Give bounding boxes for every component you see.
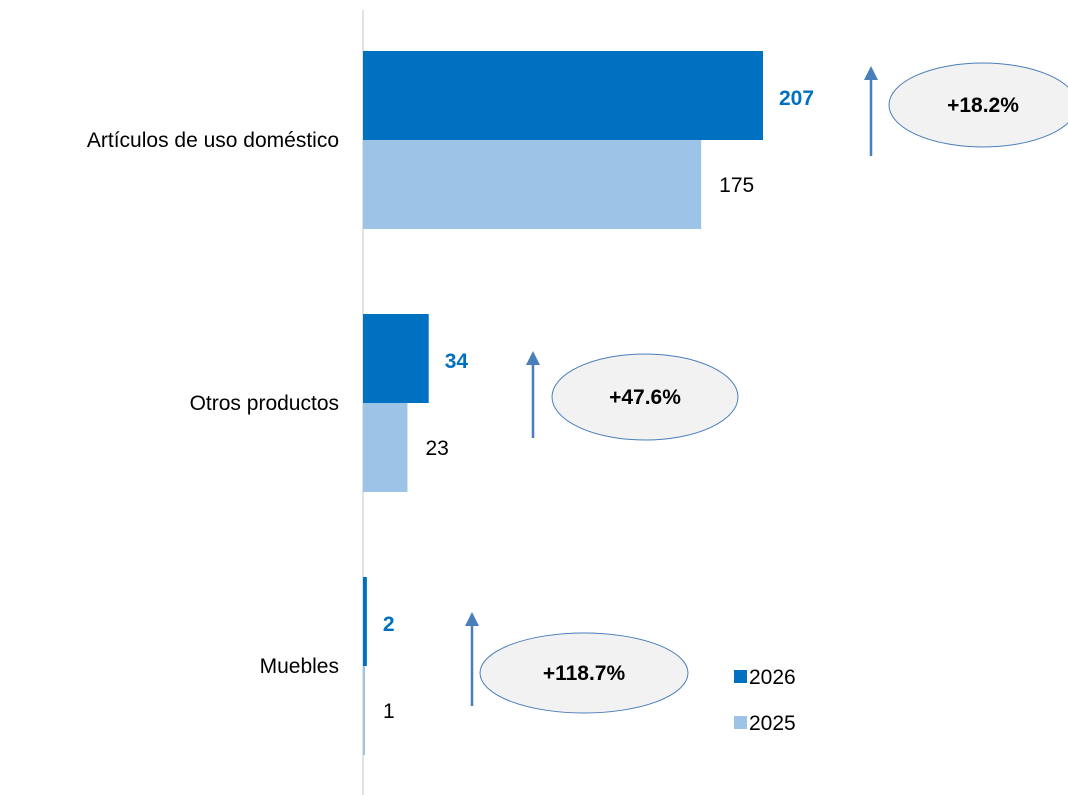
legend-label-2026: 2026 (749, 666, 796, 689)
legend-label-2025: 2025 (749, 712, 796, 735)
growth-arrow-head (465, 612, 479, 626)
data-label-2025: 23 (425, 437, 448, 460)
change-label: +118.7% (543, 662, 626, 685)
data-label-2026: 34 (445, 350, 469, 373)
bar-2026 (363, 51, 763, 140)
change-annotations: +18.2% +47.6% +118.7% (465, 62, 1068, 714)
data-label-2026: 2 (383, 613, 395, 636)
data-label-2025: 1 (383, 700, 395, 723)
growth-arrow-head (526, 351, 540, 365)
bar-2026 (363, 577, 367, 666)
category-label: Otros productos (190, 392, 339, 415)
change-badge (888, 62, 1068, 148)
growth-arrow-head (864, 66, 878, 80)
bar-2025 (363, 403, 408, 492)
value-labels: 207 175 34 23 2 1 (383, 87, 814, 723)
change-badge (479, 632, 689, 714)
change-badge (551, 353, 739, 441)
legend-swatch-2025 (734, 716, 747, 729)
legend-swatch-2026 (734, 670, 747, 683)
bar-2025 (363, 666, 365, 755)
bar-2025 (363, 140, 702, 229)
change-label: +18.2% (947, 94, 1019, 117)
legend: 2026 2025 (734, 666, 796, 735)
data-label-2025: 175 (719, 174, 754, 197)
bars (363, 51, 763, 755)
bar-2026 (363, 314, 429, 403)
category-labels: Artículos de uso doméstico Otros producto… (87, 129, 339, 678)
data-label-2026: 207 (779, 87, 814, 110)
category-label: Artículos de uso doméstico (87, 129, 339, 152)
category-label: Muebles (260, 655, 339, 678)
change-label: +47.6% (609, 386, 681, 409)
